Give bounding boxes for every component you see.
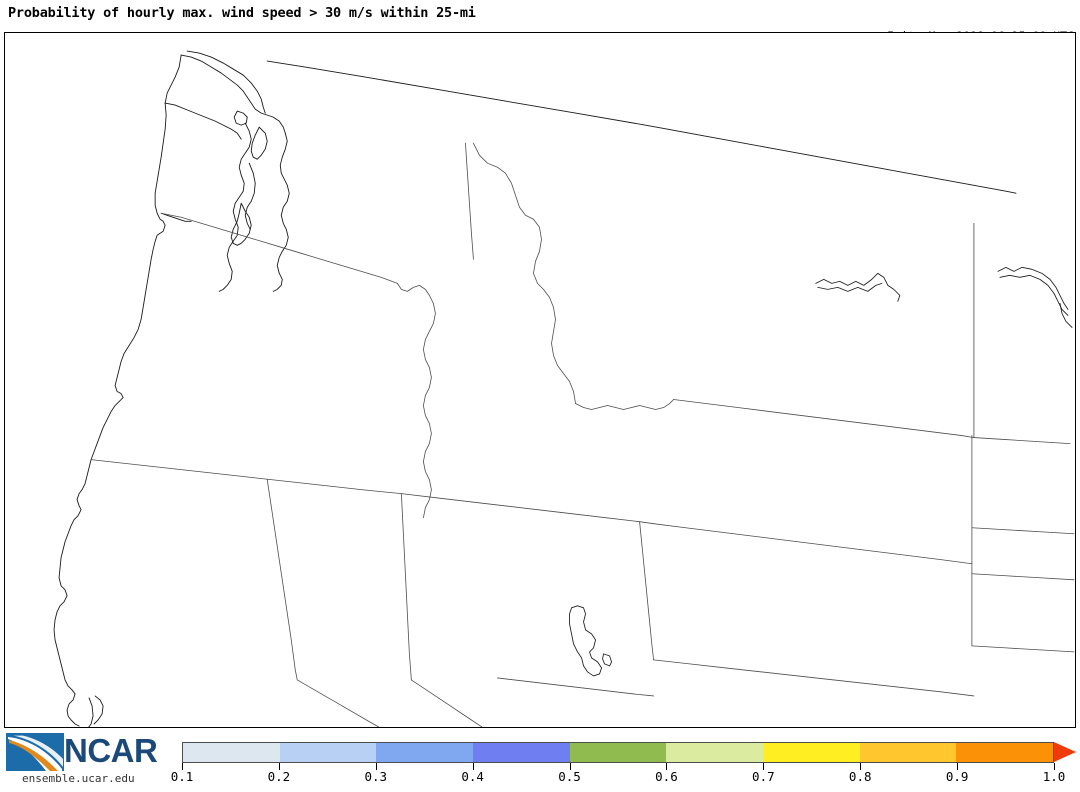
- border-wa-or: [160, 212, 398, 284]
- coastline-vancouver-island-south: [186, 50, 266, 114]
- border-nv-ca: [266, 479, 298, 681]
- border-sd-ne: [971, 527, 1075, 535]
- colorbar-tick-label-0.3: 0.3: [364, 769, 388, 784]
- lake-sakakawea-south: [999, 274, 1069, 316]
- colorbar-ticks: [182, 763, 1055, 770]
- border-id-mt: [473, 142, 576, 404]
- coastline-puget-sound-east: [272, 132, 290, 292]
- coastline-columbia-mouth: [160, 212, 192, 222]
- border-co-nm: [653, 659, 975, 697]
- colorbar-tick-label-0.7: 0.7: [752, 769, 775, 784]
- ncar-logo-wordmark: NCAR: [64, 732, 158, 769]
- colorbar-tick-1.0: [1054, 763, 1055, 770]
- colorbar-band-0.3-0.4: [376, 743, 474, 762]
- colorbar-tick-label-0.2: 0.2: [267, 769, 291, 784]
- inlet-hood-canal: [244, 162, 256, 230]
- border-ne-co: [971, 573, 1075, 581]
- border-canada: [266, 60, 1017, 194]
- colorbar-band-0.8-0.9: [859, 743, 957, 762]
- colorbar-bands: [182, 742, 1054, 763]
- colorbar-tick-0.2: [278, 763, 280, 770]
- colorbar-tick-label-0.8: 0.8: [848, 769, 872, 784]
- colorbar-band-0.6-0.7: [666, 743, 764, 762]
- map-geography: [53, 50, 1075, 727]
- page-title: Probability of hourly max. wind speed > …: [8, 5, 476, 21]
- colorbar-band-0.4-0.5: [473, 743, 570, 762]
- colorbar-tick-label-0.5: 0.5: [558, 769, 581, 784]
- colorbar-band-0.9-1.0: [956, 743, 1054, 762]
- ncar-logo-mark: [6, 733, 64, 771]
- border-or-south: [90, 459, 402, 495]
- border-wy-co: [653, 523, 973, 565]
- border-co-ks: [971, 645, 1075, 653]
- ncar-logo[interactable]: NCAR ensemble.ucar.edu: [6, 732, 174, 787]
- border-wa-id: [465, 142, 474, 260]
- colorbar-tick-0.4: [472, 763, 474, 770]
- border-nd-sd: [973, 437, 1071, 444]
- colorbar-tick-label-1.0: 1.0: [1042, 769, 1066, 784]
- map-panel[interactable]: [4, 32, 1076, 728]
- border-nv-ca-diagonal: [296, 679, 380, 727]
- footer-bar: NCAR ensemble.ucar.edu 0.1 0.2 0.3 0.4 0.5 0.…: [0, 730, 1080, 792]
- colorbar-tick-label-0.4: 0.4: [461, 769, 484, 784]
- colorbar-tick-0.6: [666, 763, 668, 770]
- coastline-puget-sound-west: [218, 122, 252, 292]
- colorbar-tick-0.1: [182, 763, 183, 770]
- header-bar: Probability of hourly max. wind speed > …: [0, 0, 1080, 85]
- colorbar-tick-label-0.1: 0.1: [170, 769, 194, 784]
- colorbar-band-0.7-0.8: [763, 743, 860, 762]
- lake-great-salt: [569, 605, 602, 677]
- border-nv-ut: [400, 493, 412, 681]
- lake-sakakawea: [997, 266, 1069, 310]
- border-id-south: [400, 493, 655, 525]
- colorbar-tick-label-0.9: 0.9: [945, 769, 969, 784]
- colorbar-overflow-arrow: [1054, 742, 1076, 762]
- border-ut-az: [497, 677, 655, 697]
- coastline-pacific: [53, 54, 182, 727]
- ncar-logo-url: ensemble.ucar.edu: [22, 772, 135, 785]
- lake-fort-peck-south: [817, 282, 883, 292]
- colorbar-band-0.2-0.3: [279, 743, 377, 762]
- lake-utah: [602, 653, 612, 667]
- colorbar-band-0.1-0.2: [183, 743, 280, 762]
- island-san-juan: [233, 110, 248, 126]
- border-ut-co: [639, 521, 655, 661]
- border-id-wy: [575, 399, 675, 410]
- island-whidbey: [250, 126, 268, 160]
- river-missouri-nd: [1059, 302, 1073, 328]
- colorbar-tick-0.8: [860, 763, 862, 770]
- lake-fort-peck: [815, 272, 901, 302]
- colorbar[interactable]: 0.1 0.2 0.3 0.4 0.5 0.6 0.7 0.8 0.9 1.0: [171, 742, 1076, 788]
- colorbar-tick-0.5: [569, 763, 571, 770]
- colorbar-tick-0.9: [957, 763, 959, 770]
- colorbar-tick-0.3: [375, 763, 377, 770]
- colorbar-band-0.5-0.6: [569, 743, 667, 762]
- bay-san-francisco: [88, 697, 94, 727]
- border-or-id: [396, 282, 436, 519]
- border-mt-wy: [673, 399, 975, 438]
- coastline-strait-juan-de-fuca: [180, 54, 286, 134]
- colorbar-tick-0.7: [763, 763, 765, 770]
- colorbar-tick-labels: 0.1 0.2 0.3 0.4 0.5 0.6 0.7 0.8 0.9 1.0: [171, 769, 1066, 787]
- colorbar-tick-label-0.6: 0.6: [655, 769, 678, 784]
- inlet-south-sound: [230, 202, 252, 246]
- bay-san-pablo: [93, 695, 104, 725]
- coastline-olympic-peninsula: [164, 102, 242, 140]
- border-nv-az: [410, 679, 483, 727]
